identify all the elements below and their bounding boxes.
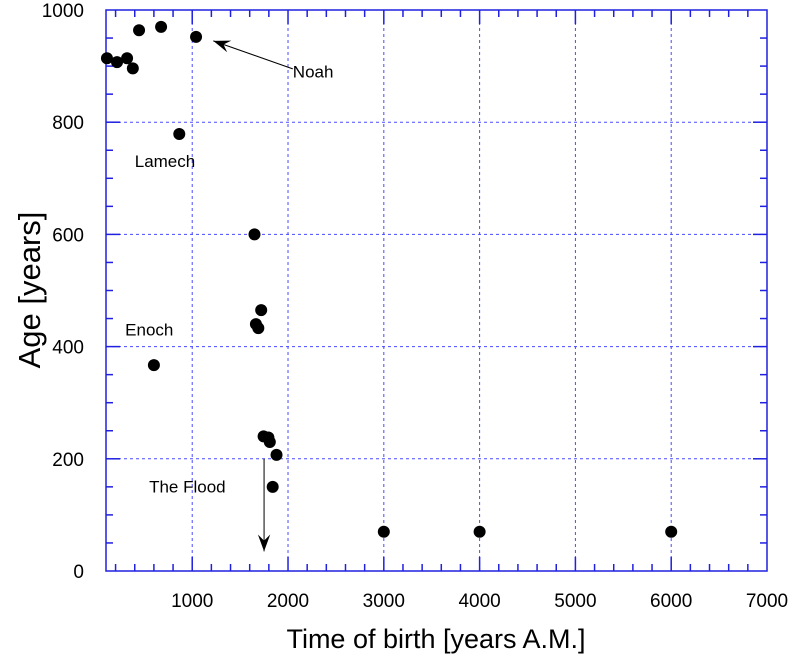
data-point bbox=[266, 480, 279, 493]
x-tick-label: 1000 bbox=[171, 591, 213, 612]
x-tick-label: 4000 bbox=[458, 591, 500, 612]
x-tick-label: 6000 bbox=[650, 591, 692, 612]
data-point bbox=[155, 20, 168, 33]
annotations: Noah Lamech Enoch The Flood bbox=[125, 40, 334, 552]
data-point bbox=[248, 228, 261, 241]
x-tick-label: 3000 bbox=[363, 591, 405, 612]
data-point bbox=[473, 525, 486, 538]
data-point bbox=[147, 359, 160, 372]
data-point bbox=[190, 30, 203, 43]
y-tick-label: 400 bbox=[52, 338, 84, 359]
annotation-label: Noah bbox=[293, 62, 334, 81]
x-axis-title: Time of birth [years A.M.] bbox=[286, 624, 585, 654]
x-tick-label: 7000 bbox=[746, 591, 788, 612]
data-point bbox=[133, 24, 146, 37]
annotation-label: Enoch bbox=[125, 320, 173, 339]
arrowhead-icon bbox=[213, 40, 232, 53]
data-point bbox=[100, 52, 113, 65]
y-tick-label: 800 bbox=[52, 113, 84, 134]
data-point bbox=[270, 448, 283, 461]
y-tick-label: 600 bbox=[52, 225, 84, 246]
data-point bbox=[121, 52, 134, 65]
y-axis-title: Age [years] bbox=[12, 212, 47, 369]
data-point bbox=[252, 322, 265, 335]
annotation-label: Lamech bbox=[135, 152, 195, 171]
data-point bbox=[377, 525, 390, 538]
plot-frame bbox=[105, 9, 768, 572]
annotation-arrow-line bbox=[213, 40, 293, 70]
y-tick-label: 1000 bbox=[42, 1, 84, 22]
data-point bbox=[126, 62, 139, 75]
gridlines bbox=[106, 10, 767, 571]
annotation-label: The Flood bbox=[149, 477, 226, 496]
axis-ticks bbox=[106, 10, 767, 571]
data-point bbox=[263, 435, 276, 448]
data-point bbox=[173, 127, 186, 140]
data-point bbox=[665, 525, 678, 538]
data-point bbox=[111, 56, 124, 69]
y-tick-label: 200 bbox=[52, 450, 84, 471]
x-tick-label: 5000 bbox=[554, 591, 596, 612]
tick-labels: 1000 2000 3000 4000 5000 6000 7000 0 200 400 600 80… bbox=[42, 1, 788, 612]
x-tick-label: 2000 bbox=[267, 591, 309, 612]
y-tick-label: 0 bbox=[73, 562, 84, 583]
data-points bbox=[100, 20, 678, 538]
data-point bbox=[255, 304, 268, 317]
arrowhead-icon bbox=[257, 534, 271, 552]
